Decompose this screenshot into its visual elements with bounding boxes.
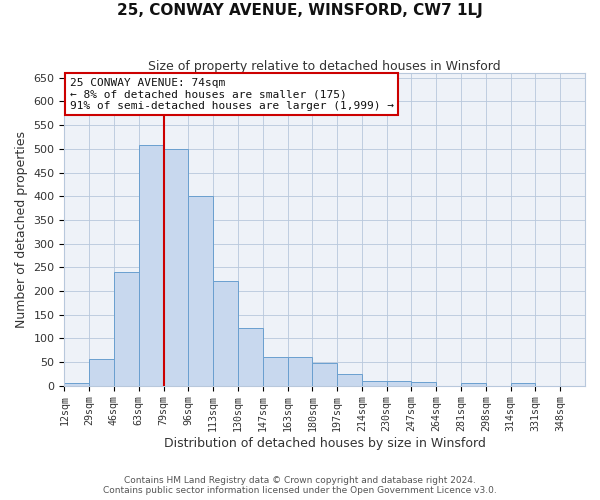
Bar <box>511 384 535 386</box>
Bar <box>238 328 263 386</box>
Y-axis label: Number of detached properties: Number of detached properties <box>15 131 28 328</box>
Bar <box>263 358 287 386</box>
Bar <box>461 384 486 386</box>
Bar <box>362 381 386 386</box>
Bar <box>114 272 139 386</box>
Bar <box>139 146 164 386</box>
Bar <box>188 196 213 386</box>
Bar <box>386 381 412 386</box>
X-axis label: Distribution of detached houses by size in Winsford: Distribution of detached houses by size … <box>164 437 485 450</box>
Bar <box>64 384 89 386</box>
Bar <box>412 382 436 386</box>
Bar <box>213 280 238 386</box>
Text: 25, CONWAY AVENUE, WINSFORD, CW7 1LJ: 25, CONWAY AVENUE, WINSFORD, CW7 1LJ <box>117 2 483 18</box>
Bar <box>89 358 114 386</box>
Bar <box>287 358 313 386</box>
Title: Size of property relative to detached houses in Winsford: Size of property relative to detached ho… <box>148 60 501 73</box>
Text: 25 CONWAY AVENUE: 74sqm
← 8% of detached houses are smaller (175)
91% of semi-de: 25 CONWAY AVENUE: 74sqm ← 8% of detached… <box>70 78 394 111</box>
Bar <box>164 149 188 386</box>
Bar <box>313 364 337 386</box>
Bar <box>337 374 362 386</box>
Text: Contains HM Land Registry data © Crown copyright and database right 2024.
Contai: Contains HM Land Registry data © Crown c… <box>103 476 497 495</box>
